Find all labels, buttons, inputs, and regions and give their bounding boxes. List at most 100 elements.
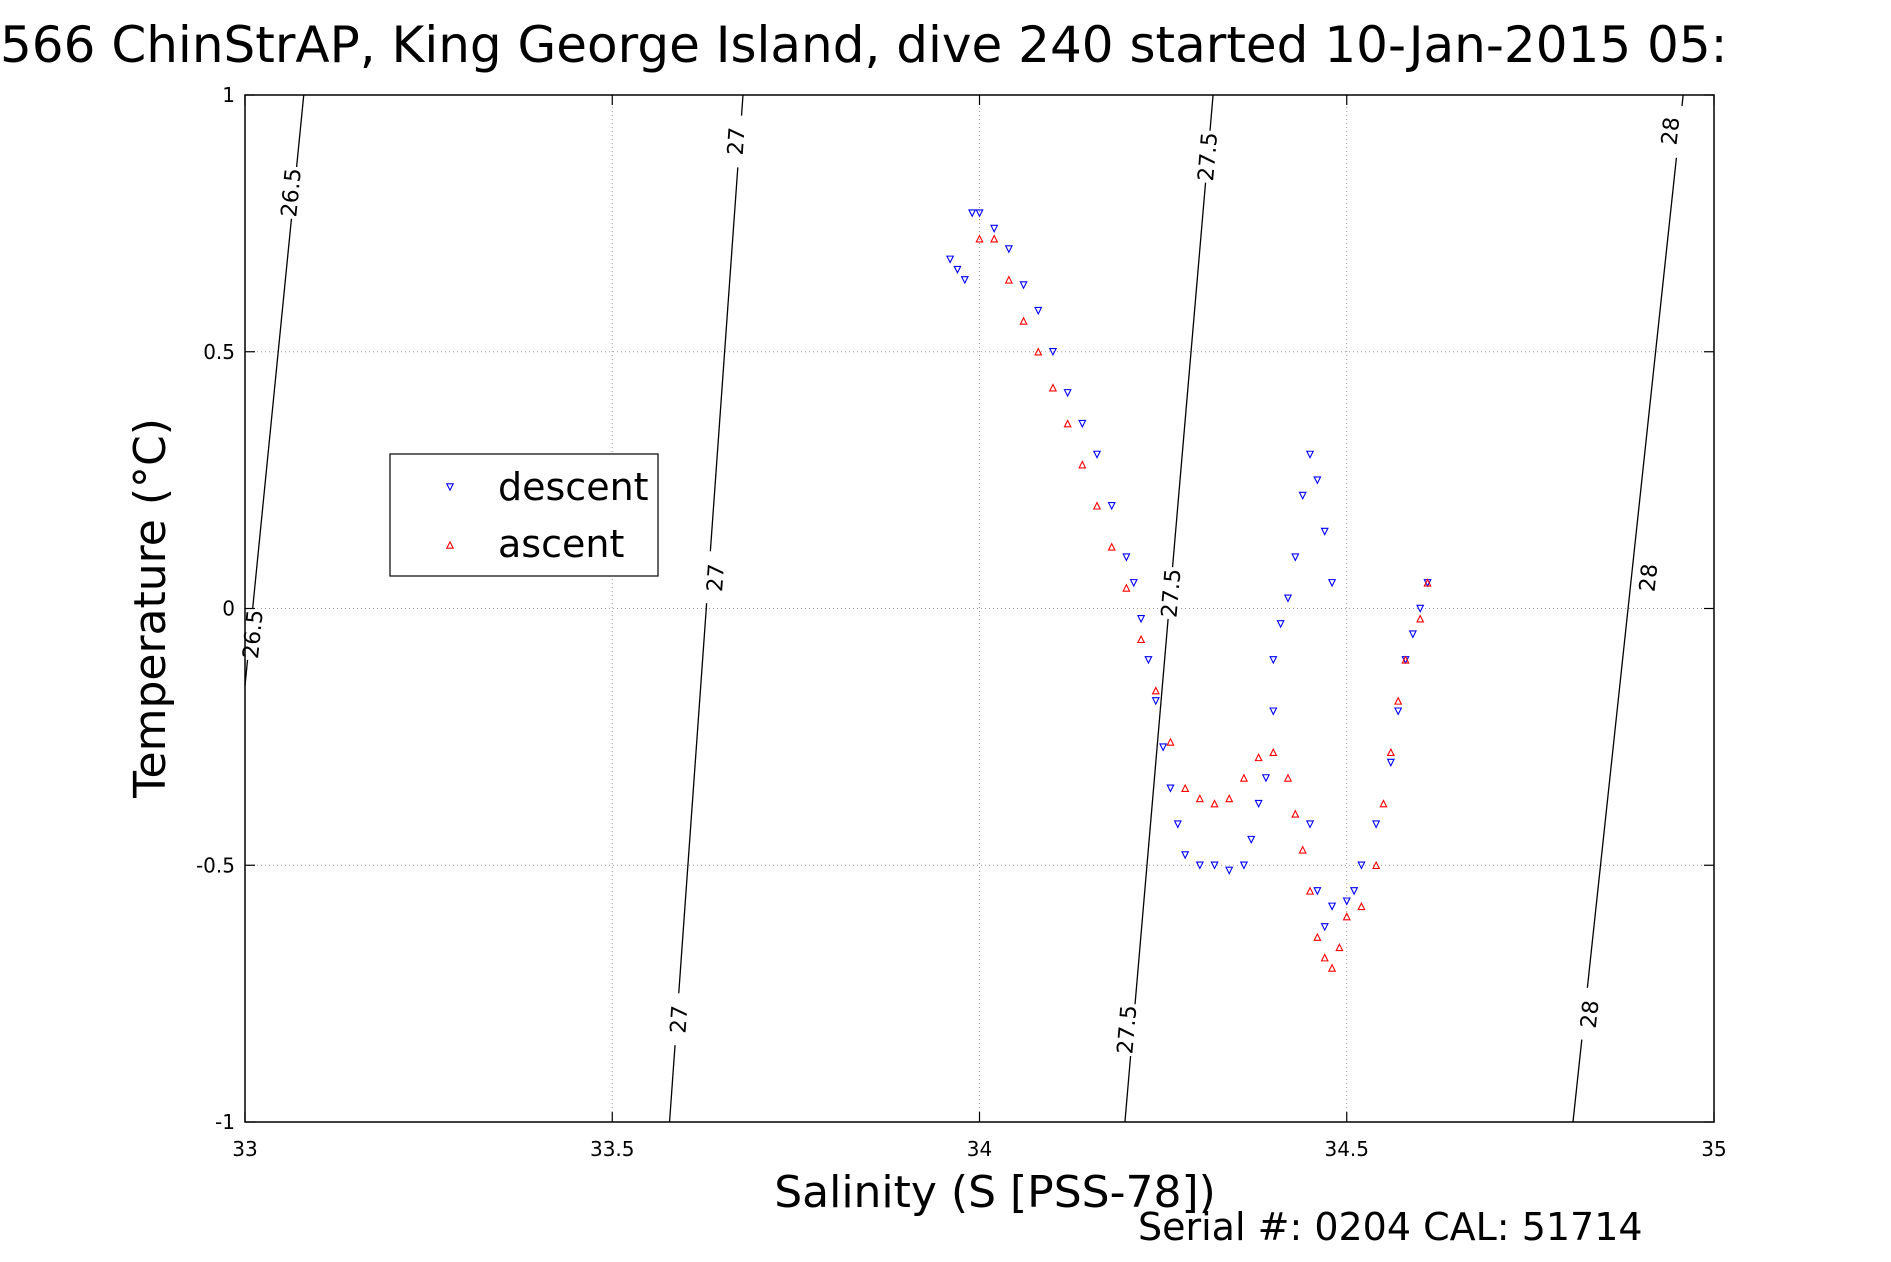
descent-point — [1327, 579, 1337, 588]
legend-label-descent: descent — [498, 465, 649, 509]
contour-label-background — [1656, 103, 1684, 158]
y-tick-label: 0.5 — [203, 340, 235, 364]
descent-point — [1313, 476, 1322, 485]
descent-point — [1063, 389, 1072, 398]
contour-label-background — [1157, 566, 1184, 620]
contour-label: 27 — [703, 563, 730, 593]
y-tick-label: 0 — [222, 597, 235, 621]
contour-label-background — [722, 114, 749, 168]
ascent-point — [1225, 794, 1234, 803]
ascent-point — [1254, 752, 1263, 762]
legend-box — [389, 453, 659, 577]
descent-point — [990, 224, 999, 233]
ascent-point — [1137, 634, 1146, 644]
ascent-point — [975, 234, 984, 243]
ascent-point — [1107, 542, 1116, 551]
density-contours: 26.5 26.5 27 27 27 27.5 27.5 27.5 28 28 28 — [238, 94, 1685, 1123]
descent-point — [1291, 553, 1300, 562]
ascent-point — [1320, 953, 1329, 962]
descent-point — [1239, 861, 1249, 870]
contour-label-background — [1113, 1002, 1140, 1057]
descent-point — [1372, 820, 1381, 829]
ascent-point — [1379, 799, 1388, 808]
x-axis-label: Salinity (S [PSS-78]) — [774, 1167, 1216, 1218]
contour-label-background — [702, 550, 728, 605]
contour-label: 27.5 — [1157, 568, 1186, 619]
descent-point — [1166, 784, 1175, 793]
contour-label: 26.5 — [277, 167, 307, 218]
legend: descent ascent — [389, 453, 659, 577]
descent-point — [1320, 527, 1329, 536]
ascent-point — [1401, 655, 1410, 664]
descent-point — [1350, 887, 1359, 896]
density-contour-line — [668, 94, 744, 1123]
descent-point — [1048, 348, 1058, 357]
descent-point — [1408, 630, 1417, 639]
descent-point — [1313, 887, 1322, 896]
descent-point — [1137, 615, 1146, 624]
ascent-point — [1092, 501, 1102, 510]
descent-point — [1394, 707, 1403, 716]
descent-point — [1034, 306, 1043, 316]
ascent-point — [1416, 614, 1425, 623]
ascent-point — [1357, 901, 1366, 911]
descent-point — [1386, 758, 1395, 767]
ascent-point — [1386, 747, 1395, 757]
grid — [245, 95, 1714, 1122]
contour-label: 27 — [724, 126, 751, 156]
series-ascent — [975, 234, 1432, 972]
legend-label-ascent: ascent — [498, 522, 624, 566]
descent-point — [1092, 450, 1102, 459]
ascent-point — [990, 234, 999, 243]
ascent-point — [1078, 460, 1087, 469]
ascent-point — [1423, 578, 1432, 587]
descent-point — [975, 209, 984, 218]
ascent-point — [1063, 419, 1072, 428]
y-tick-label: 1 — [222, 83, 235, 107]
descent-point — [946, 255, 955, 264]
descent-point — [953, 265, 962, 275]
data-points — [946, 209, 1432, 972]
descent-point — [1078, 419, 1087, 429]
contour-label: 27 — [666, 1005, 693, 1035]
x-tick-label: 34 — [967, 1137, 992, 1161]
contour-label: 28 — [1635, 563, 1663, 594]
descent-point — [1122, 553, 1131, 562]
ascent-point — [1034, 347, 1043, 356]
contour-label-background — [1634, 550, 1662, 605]
ascent-point — [1269, 747, 1278, 757]
series-descent — [946, 209, 1432, 932]
descent-point — [1298, 491, 1307, 500]
x-tick-label: 35 — [1701, 1137, 1726, 1161]
descent-point — [1151, 697, 1160, 706]
ascent-point — [1004, 275, 1013, 284]
ascent-point — [1166, 737, 1175, 746]
contour-label-background — [277, 165, 305, 220]
ascent-point — [1291, 809, 1300, 818]
legend-marker-ascent — [445, 540, 455, 549]
ascent-point — [1210, 799, 1219, 808]
ascent-point — [1181, 783, 1190, 792]
ascent-point — [1342, 912, 1351, 921]
ascent-point — [1372, 860, 1381, 869]
ascent-point — [1283, 773, 1293, 782]
descent-point — [1269, 707, 1278, 716]
descent-point — [1276, 620, 1285, 629]
ascent-point — [1335, 942, 1344, 952]
descent-point — [1107, 502, 1116, 511]
descent-point — [1210, 861, 1219, 870]
descent-point — [1225, 866, 1234, 875]
descent-point — [1159, 743, 1168, 752]
ascent-point — [1327, 963, 1337, 972]
descent-point — [1129, 579, 1138, 588]
density-contour-line — [1572, 94, 1684, 1123]
descent-point — [1144, 656, 1153, 665]
contour-label-background — [1194, 129, 1221, 184]
contour-label: 28 — [1577, 999, 1605, 1030]
descent-point — [1247, 835, 1256, 845]
contour-label: 27.5 — [1194, 131, 1223, 182]
y-tick-label: -1 — [215, 1110, 235, 1134]
descent-point — [1019, 281, 1028, 290]
descent-point — [960, 276, 969, 285]
